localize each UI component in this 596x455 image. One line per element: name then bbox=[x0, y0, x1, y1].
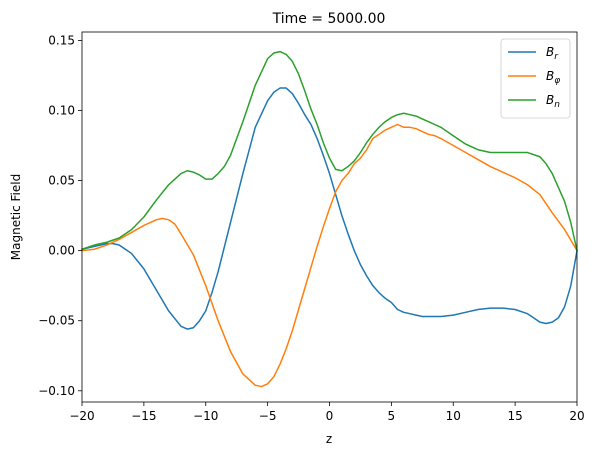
y-axis-label: Magnetic Field bbox=[9, 174, 23, 260]
chart-title: Time = 5000.00 bbox=[272, 11, 386, 27]
x-tick-label: −10 bbox=[193, 409, 218, 423]
y-tick-label: −0.10 bbox=[38, 384, 75, 398]
y-tick-label: −0.05 bbox=[38, 314, 75, 328]
x-axis: −20 −15 −10 −5 0 5 10 15 20 bbox=[69, 402, 585, 423]
series-line-1 bbox=[81, 87, 578, 330]
y-tick-label: 0.10 bbox=[48, 103, 75, 117]
x-axis-label: z bbox=[326, 432, 332, 446]
y-axis: −0.10 −0.05 0.00 0.05 0.10 0.15 bbox=[38, 33, 82, 398]
series-layer bbox=[81, 50, 578, 388]
x-tick-label: −20 bbox=[69, 409, 94, 423]
y-tick-label: 0.15 bbox=[48, 33, 75, 47]
x-tick-label: 0 bbox=[326, 409, 334, 423]
x-tick-label: 5 bbox=[388, 409, 396, 423]
y-tick-label: 0.00 bbox=[48, 244, 75, 258]
series-line-2 bbox=[81, 123, 578, 388]
x-tick-label: −15 bbox=[131, 409, 156, 423]
x-tick-label: 15 bbox=[507, 409, 522, 423]
plot-area bbox=[82, 32, 577, 402]
series-line-3 bbox=[81, 50, 578, 252]
y-tick-label: 0.05 bbox=[48, 174, 75, 188]
x-tick-label: 10 bbox=[446, 409, 461, 423]
x-tick-label: −5 bbox=[259, 409, 277, 423]
legend-box bbox=[500, 38, 571, 119]
x-tick-label: 20 bbox=[569, 409, 584, 423]
